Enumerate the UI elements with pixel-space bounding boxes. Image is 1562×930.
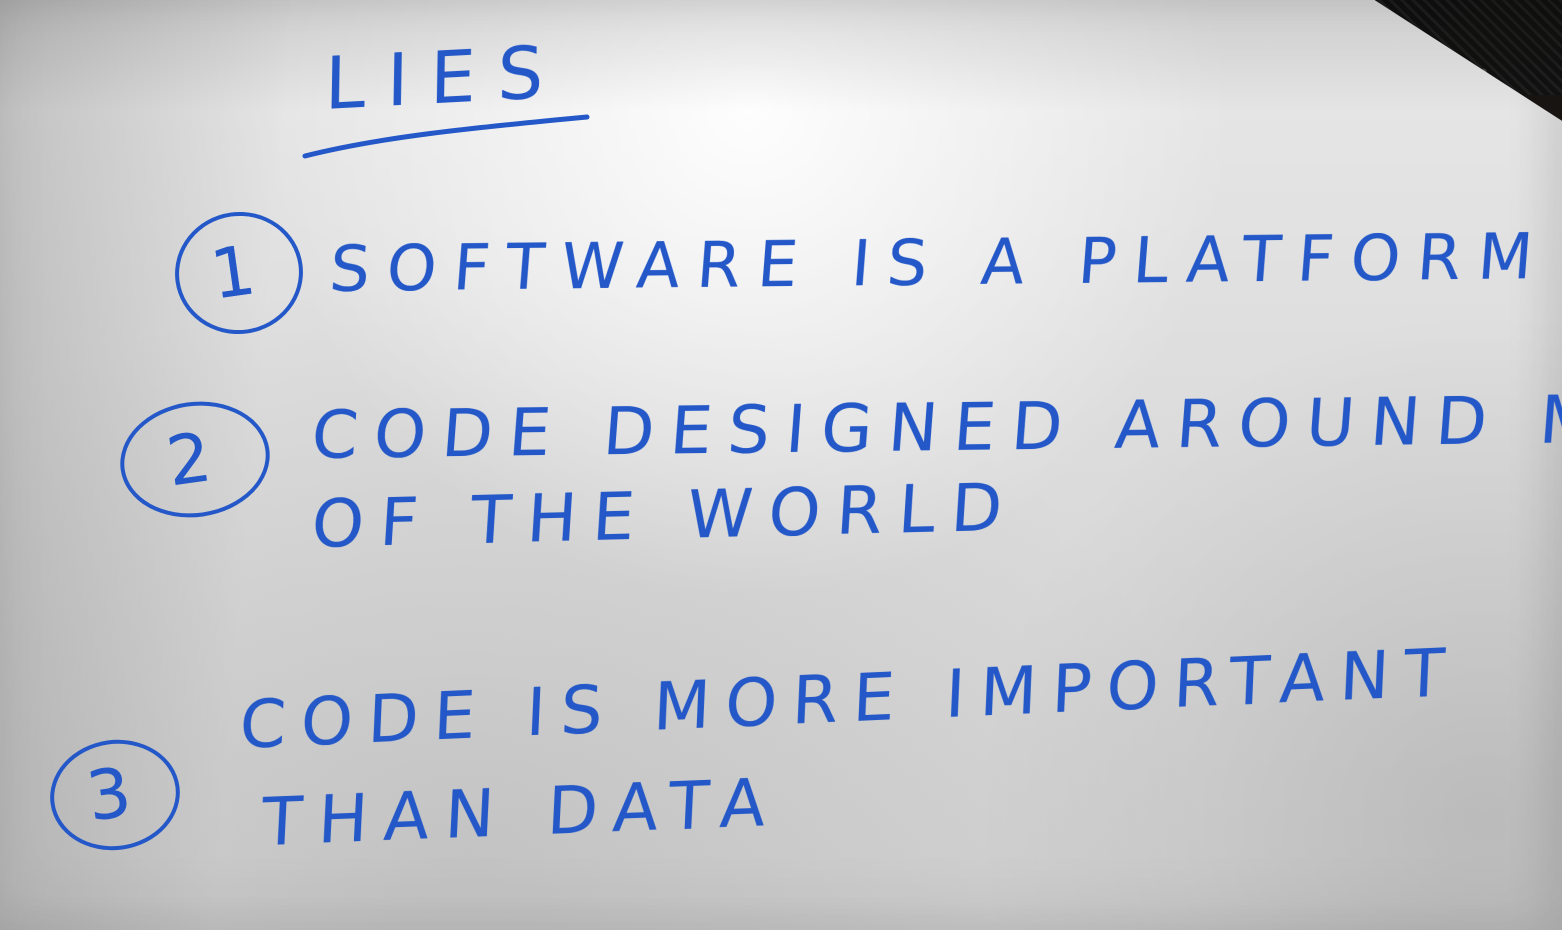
item-2-line-2: OF THE WORLD	[309, 468, 1021, 564]
item-3-number: 3	[42, 731, 188, 859]
note-title: LIES	[324, 29, 566, 127]
item-1-number: 1	[167, 203, 311, 343]
item-2-number: 2	[112, 392, 278, 527]
item-3-line-1: CODE IS MORE IMPORTANT	[238, 633, 1462, 765]
item-1-line: SOFTWARE IS A PLATFORM	[327, 220, 1553, 307]
item-2-line-1: CODE DESIGNED AROUND MODEL	[309, 378, 1562, 475]
title-underline	[302, 114, 590, 159]
item-3-line-2: THAN DATA	[260, 763, 784, 862]
